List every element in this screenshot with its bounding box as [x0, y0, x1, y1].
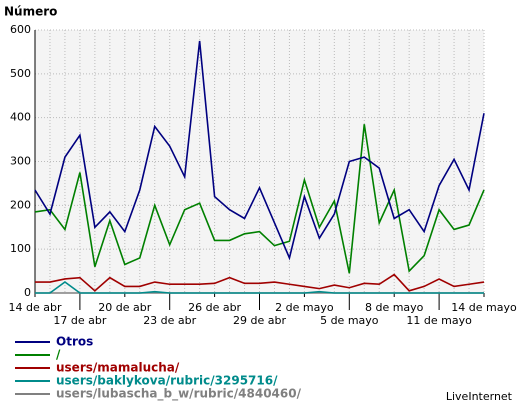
- x-tick-label: 11 de mayo: [406, 314, 472, 327]
- x-tick-label: 17 de abr: [53, 314, 106, 327]
- series-line: [34, 124, 485, 274]
- y-tick-label: 200: [10, 198, 31, 211]
- y-tick-label: 0: [24, 286, 31, 299]
- x-tick-label: 14 de mayo: [451, 301, 517, 314]
- x-tick-label: 20 de abr: [98, 301, 151, 314]
- series-line: [35, 273, 485, 292]
- watermark: LiveInternet: [446, 390, 513, 403]
- legend-label: /: [56, 348, 61, 362]
- x-tick-label: 5 de mayo: [320, 314, 379, 327]
- y-tick-label: 100: [10, 242, 31, 255]
- series-line: [35, 281, 484, 294]
- y-tick-label: 600: [10, 23, 31, 36]
- legend-label: users/baklykova/rubric/3295716/: [56, 374, 278, 388]
- legend-label: users/mamalucha/: [56, 361, 180, 375]
- y-tick-label: 400: [10, 111, 31, 124]
- x-tick-label: 8 de mayo: [365, 301, 424, 314]
- series-line: [34, 40, 485, 261]
- x-tick-label: 29 de abr: [233, 314, 286, 327]
- legend-label: users/lubascha_b_w/rubric/4840460/: [56, 387, 302, 402]
- y-tick-label: 300: [10, 155, 31, 168]
- legend-label: Otros: [56, 335, 93, 349]
- x-tick-label: 2 de mayo: [275, 301, 334, 314]
- x-tick-label: 14 de abr: [9, 301, 62, 314]
- x-tick-label: 23 de abr: [143, 314, 196, 327]
- x-tick-label: 26 de abr: [188, 301, 241, 314]
- chart-title: Número: [4, 5, 57, 19]
- y-tick-label: 500: [10, 67, 31, 80]
